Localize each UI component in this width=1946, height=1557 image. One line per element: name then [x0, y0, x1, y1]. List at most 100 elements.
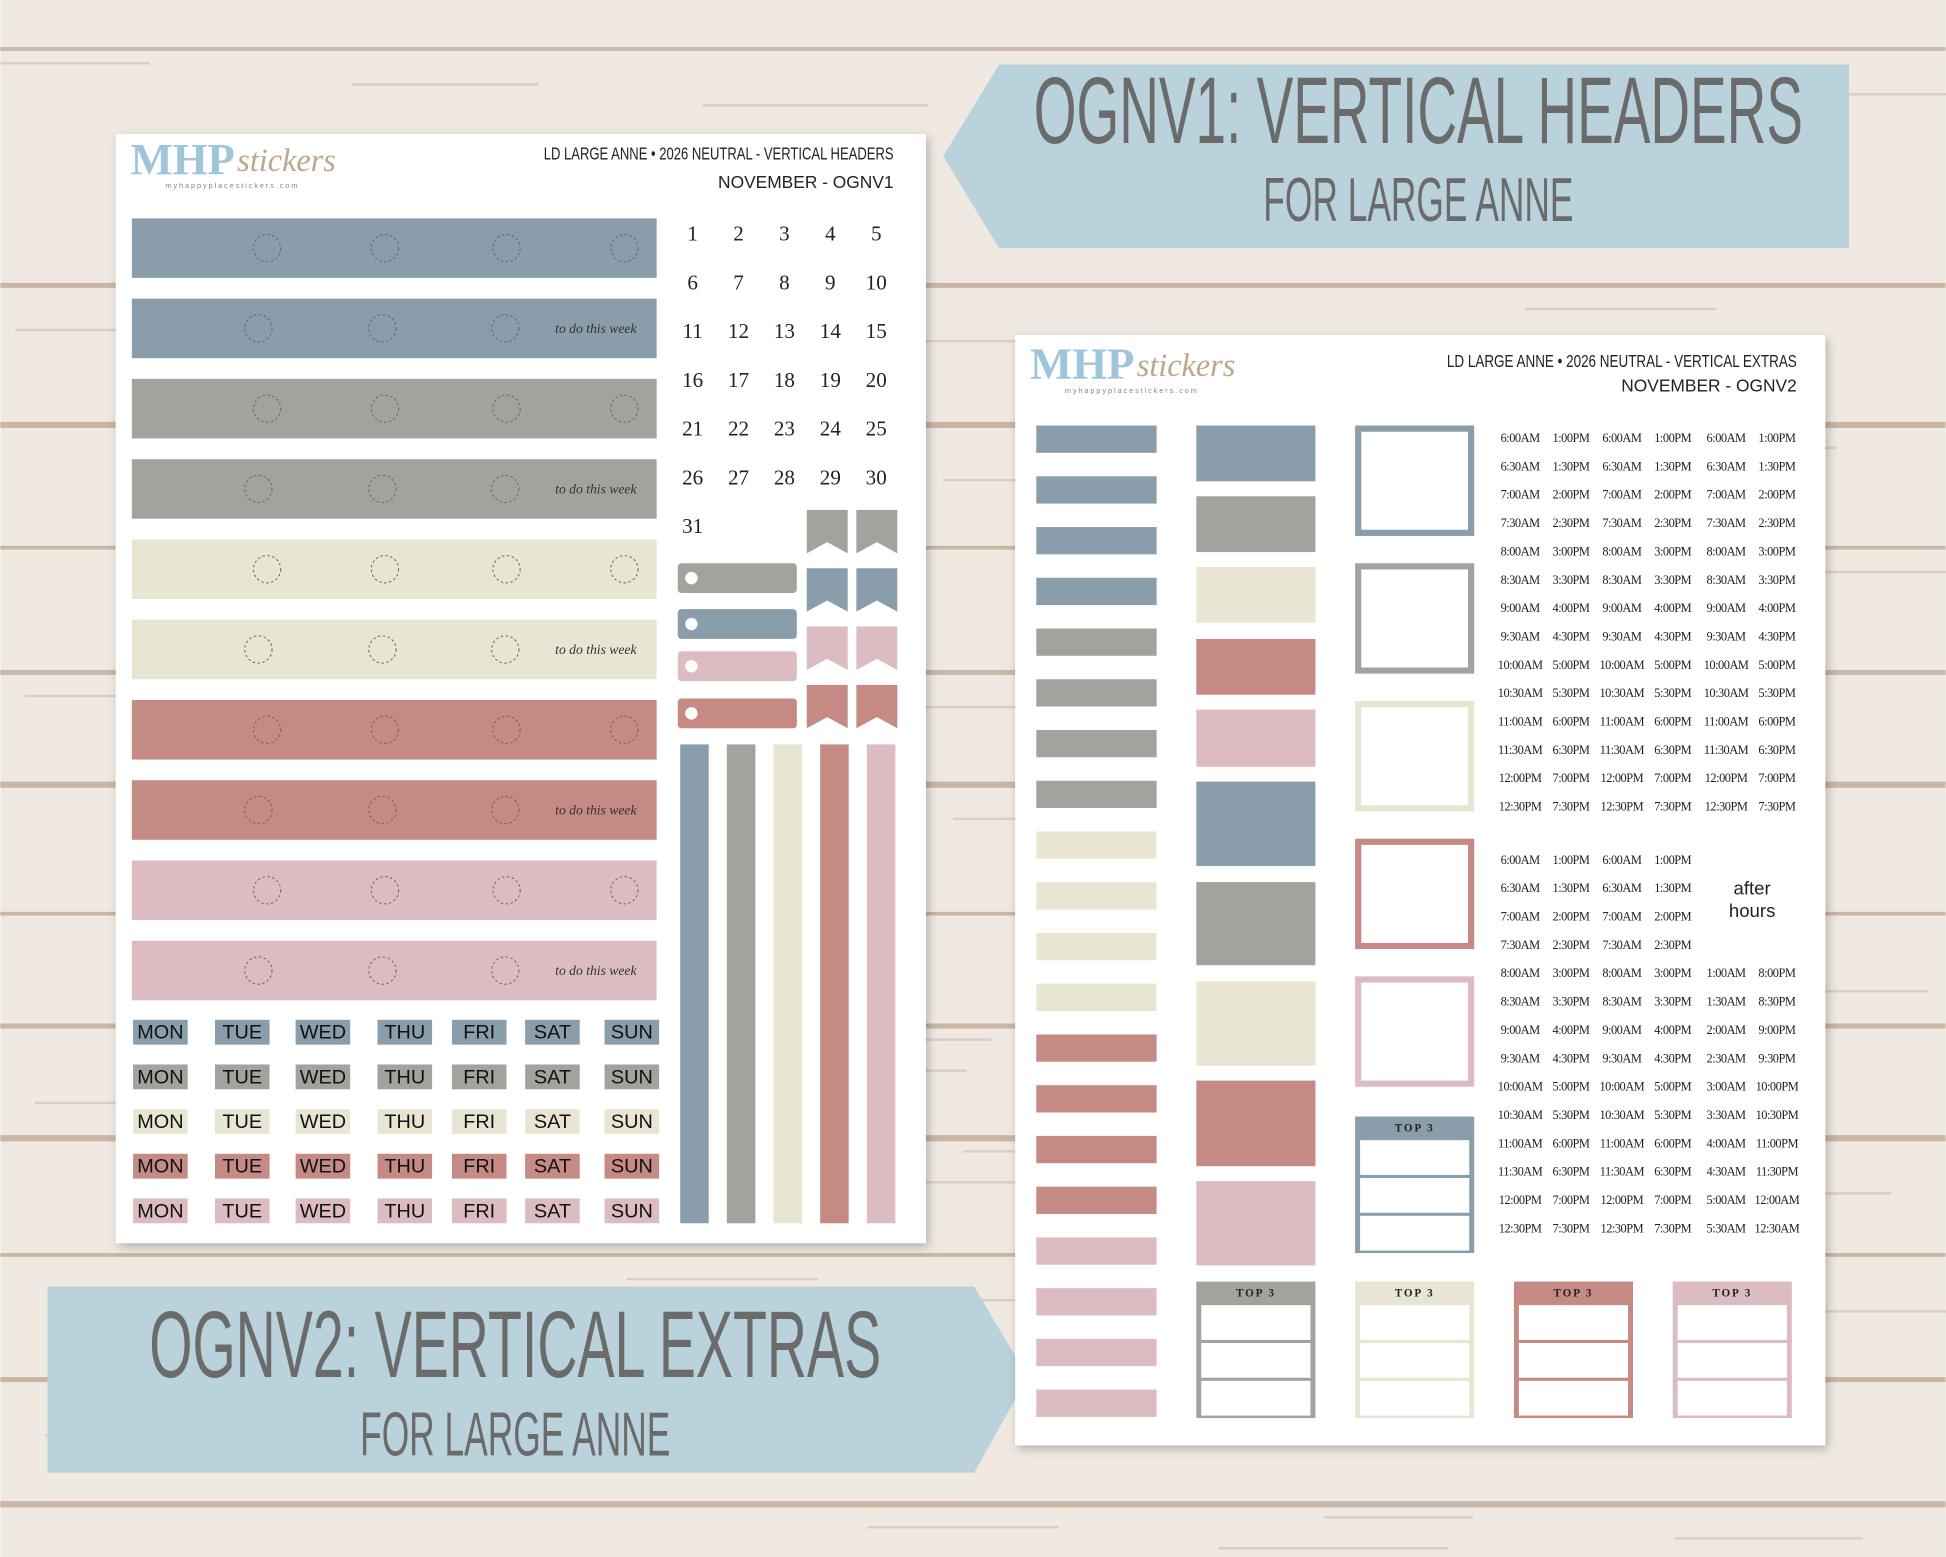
time-label: 4:00PM — [1553, 601, 1590, 615]
wood-grain — [867, 1525, 1059, 1529]
narrow-strip — [1036, 1389, 1157, 1417]
time-label: 10:30AM — [1599, 1108, 1644, 1122]
top3-label: TOP 3 — [1554, 1288, 1594, 1300]
time-label: 3:00PM — [1758, 544, 1795, 558]
weekday-label: MON — [137, 1022, 183, 1044]
time-label: 2:00PM — [1758, 488, 1795, 502]
calendar-date: 19 — [820, 368, 841, 392]
plank-gap — [0, 545, 1946, 550]
time-label: 2:00PM — [1654, 488, 1691, 502]
time-label: 3:30PM — [1758, 573, 1795, 587]
time-label: 6:00PM — [1553, 1136, 1590, 1150]
time-label: 10:30AM — [1498, 686, 1543, 700]
checkbox-circle — [370, 233, 400, 263]
weekday-label: FRI — [463, 1022, 495, 1044]
time-label: 9:30PM — [1758, 1051, 1795, 1065]
checkbox-circle — [368, 635, 397, 664]
time-label: 5:00PM — [1553, 1080, 1590, 1094]
time-label: 9:00AM — [1501, 601, 1540, 615]
narrow-strip — [1036, 476, 1157, 504]
time-label: 8:30AM — [1707, 573, 1746, 587]
calendar-date: 5 — [871, 222, 882, 246]
weekday-box — [295, 1153, 351, 1179]
weekday-label: TUE — [222, 1022, 262, 1044]
top3-line — [1677, 1342, 1787, 1378]
time-label: 9:30AM — [1602, 629, 1641, 643]
weekday-label: TUE — [222, 1200, 262, 1222]
weekday-label: THU — [384, 1066, 425, 1088]
time-label: 10:00PM — [1756, 1080, 1799, 1094]
time-label: 6:00AM — [1501, 431, 1540, 445]
weekday-label: THU — [384, 1022, 425, 1044]
narrow-strip — [1036, 831, 1157, 859]
time-label: 11:30AM — [1704, 743, 1749, 757]
narrow-strip — [1036, 577, 1157, 606]
time-label: 5:00AM — [1707, 1193, 1746, 1207]
top3-line — [1201, 1342, 1311, 1378]
time-label: 9:30AM — [1602, 1051, 1641, 1065]
weekday-label: TUE — [222, 1111, 262, 1133]
time-label: 8:00AM — [1501, 966, 1540, 980]
weekday-box — [451, 1064, 507, 1090]
time-label: 7:00AM — [1501, 488, 1540, 502]
calendar-date: 28 — [774, 465, 795, 489]
weekday-box — [133, 1064, 188, 1090]
time-label: 11:30PM — [1756, 1165, 1799, 1179]
weekday-box — [133, 1109, 188, 1134]
calendar-date: 27 — [728, 465, 749, 489]
calendar-date: 9 — [825, 270, 836, 294]
calendar-date: 20 — [866, 368, 887, 392]
weekday-box — [604, 1198, 660, 1224]
time-label: 2:30PM — [1654, 516, 1691, 530]
header-strip — [131, 699, 657, 760]
weekday-box — [133, 1198, 188, 1224]
time-label: 12:00PM — [1705, 771, 1748, 785]
weekday-box — [295, 1109, 351, 1134]
narrow-strip — [1036, 527, 1157, 555]
strip-label: to do this week — [555, 802, 637, 817]
calendar-date: 8 — [779, 270, 790, 294]
sheet-vertical-extras: MHP stickers myhappyplacestickers.com LD LA… — [1015, 334, 1826, 1446]
block-sticker — [1196, 781, 1316, 866]
vertical-strip — [866, 744, 896, 1224]
strip-label: to do this week — [555, 963, 637, 978]
weekday-box — [214, 1109, 270, 1134]
checkbox-circle — [492, 715, 521, 744]
time-label: 5:00PM — [1654, 1080, 1691, 1094]
time-label: 11:30AM — [1600, 1165, 1645, 1179]
narrow-strip — [1036, 780, 1157, 809]
time-label: 12:30PM — [1705, 800, 1748, 814]
time-label: 7:00PM — [1553, 771, 1590, 785]
time-label: 2:30AM — [1707, 1051, 1746, 1065]
weekday-box — [451, 1153, 507, 1179]
wood-grain — [1218, 1547, 1449, 1550]
flag-sticker — [856, 568, 898, 612]
vertical-strip — [680, 744, 709, 1224]
flag-sticker — [806, 509, 848, 554]
time-label: 6:00PM — [1758, 715, 1795, 729]
time-label: 3:30PM — [1553, 995, 1590, 1009]
checkbox-circle — [491, 314, 520, 343]
time-label: 7:30PM — [1654, 1221, 1691, 1235]
flag-sticker — [856, 626, 898, 670]
pill-dot — [685, 571, 698, 585]
label-pill — [677, 651, 797, 682]
calendar-date: 16 — [682, 368, 703, 392]
checkbox-circle — [368, 956, 397, 985]
checkbox-circle — [492, 233, 521, 263]
checkbox-circle — [244, 795, 273, 825]
narrow-strip — [1036, 1186, 1157, 1214]
time-label: 11:30AM — [1498, 743, 1543, 757]
top3-line — [1360, 1380, 1470, 1416]
weekday-label: FRI — [463, 1066, 495, 1088]
weekday-label: WED — [300, 1022, 346, 1044]
weekday-box — [604, 1019, 660, 1045]
weekday-label: SUN — [611, 1066, 653, 1088]
banner-shape — [47, 1286, 1028, 1473]
top3-line — [1518, 1380, 1629, 1416]
calendar-date: 31 — [682, 514, 703, 538]
time-label: 4:00PM — [1654, 601, 1691, 615]
weekday-box — [133, 1153, 188, 1179]
strip-label: to do this week — [555, 642, 637, 657]
top3-label: TOP 3 — [1712, 1288, 1752, 1300]
